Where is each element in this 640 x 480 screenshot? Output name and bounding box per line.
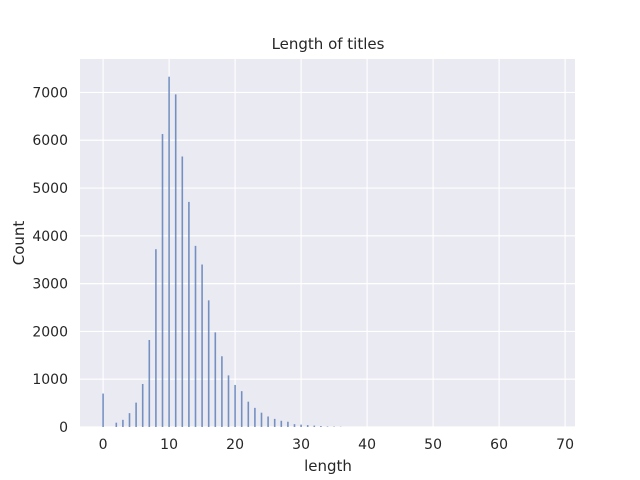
histogram-bar [267, 416, 269, 427]
histogram-bar [260, 412, 263, 427]
x-tick-label: 70 [556, 437, 574, 453]
x-axis-label: length [304, 457, 352, 475]
histogram-bar [148, 340, 151, 427]
histogram-bar [287, 421, 289, 427]
x-tick-label: 10 [160, 437, 178, 453]
histogram-bar [300, 424, 302, 427]
histogram-bar [115, 422, 118, 427]
chart-title: Length of titles [272, 35, 385, 53]
histogram-bar [181, 156, 184, 428]
histogram-bar [201, 264, 203, 427]
histogram-bar [128, 413, 131, 427]
y-tick-label: 3000 [32, 277, 68, 293]
x-tick-label: 60 [490, 437, 508, 453]
histogram-bar [254, 407, 256, 427]
histogram-bar [234, 384, 236, 427]
histogram-bar [188, 201, 190, 427]
y-tick-label: 4000 [32, 229, 68, 245]
y-tick-label: 6000 [32, 133, 68, 149]
x-tick-label: 30 [292, 437, 310, 453]
histogram-bar [174, 94, 177, 427]
plot-background [80, 59, 575, 427]
histogram-bar [214, 332, 217, 427]
bars [102, 76, 342, 428]
histogram-bar [273, 418, 276, 427]
y-tick-label: 1000 [32, 372, 68, 388]
histogram-bar [227, 375, 230, 427]
histogram-bar [207, 300, 210, 427]
y-tick-label: 7000 [32, 85, 68, 101]
histogram-bar [240, 391, 243, 427]
histogram-bar [247, 401, 250, 427]
histogram-bar [306, 425, 309, 427]
histogram-bar [293, 424, 296, 427]
x-tick-label: 50 [424, 437, 442, 453]
histogram-bar [168, 76, 170, 428]
histogram-bar [122, 419, 124, 427]
histogram-bar [102, 393, 104, 427]
x-tick-labels: 0 10 20 30 40 50 60 70 [99, 437, 574, 453]
y-tick-label: 2000 [32, 324, 68, 340]
histogram-bar [161, 134, 164, 428]
histogram-bar [221, 356, 223, 427]
histogram-bar [141, 383, 144, 427]
x-tick-label: 20 [226, 437, 244, 453]
histogram-bar [320, 426, 322, 427]
y-tick-label: 0 [59, 420, 68, 436]
y-tick-label: 5000 [32, 181, 68, 197]
histogram-bar [135, 402, 137, 427]
histogram-bar [280, 420, 283, 427]
x-tick-label: 0 [99, 437, 108, 453]
y-tick-labels: 0 1000 2000 3000 4000 5000 6000 7000 [32, 85, 68, 436]
histogram-bar [194, 245, 197, 427]
x-tick-label: 40 [358, 437, 376, 453]
histogram-bar [155, 249, 157, 427]
histogram-bar [313, 425, 316, 427]
y-axis-label: Count [10, 221, 28, 266]
